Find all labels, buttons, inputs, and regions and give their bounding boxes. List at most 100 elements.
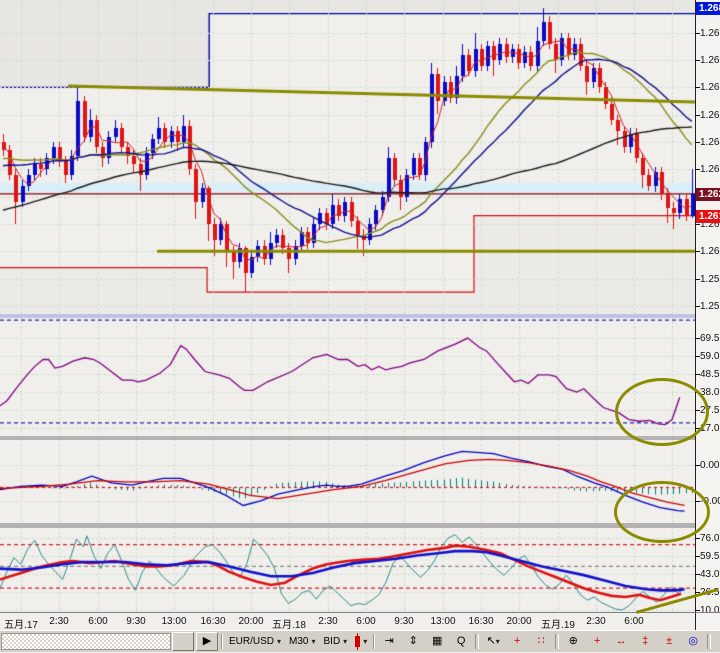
rsi-indicator-panel[interactable] bbox=[0, 318, 695, 436]
ask-price-badge: 1.2613 bbox=[696, 210, 720, 223]
timeframe-select[interactable]: M30 ▾ bbox=[285, 636, 319, 647]
axis-label: 76.0 bbox=[700, 533, 720, 544]
zoom-in-icon: ⊕ bbox=[568, 635, 578, 647]
axis-tick bbox=[695, 538, 700, 539]
vline-tool-icon: ↔ bbox=[615, 635, 627, 647]
axis-tick bbox=[695, 279, 700, 280]
axis-tick bbox=[695, 224, 700, 225]
play-button[interactable]: ▶ bbox=[196, 632, 218, 651]
axis-label: 1.2600 bbox=[700, 246, 720, 257]
axis-tick bbox=[695, 574, 700, 575]
axis-tick bbox=[695, 33, 700, 34]
scroll-page-button[interactable] bbox=[172, 632, 194, 651]
anchor-points-button[interactable]: ∷ bbox=[530, 632, 553, 651]
ellipse-annotation-rsi[interactable] bbox=[615, 378, 709, 446]
toolbar-separator bbox=[221, 634, 223, 649]
symbol-select[interactable]: EUR/USD ▾ bbox=[225, 636, 285, 647]
panel-separator[interactable] bbox=[0, 436, 720, 440]
axis-label: 48.5 bbox=[700, 369, 720, 380]
time-scale[interactable]: 五月.17 2:30 6:00 9:30 13:00 16:30 20:00 五月.18 2:3… bbox=[0, 612, 720, 631]
axis-label: 10.0 bbox=[700, 605, 720, 616]
axis-label: 1.2670 bbox=[700, 55, 720, 66]
grid-toggle-icon: ▦ bbox=[432, 635, 443, 647]
hline-tool-button[interactable]: + bbox=[586, 632, 609, 651]
axis-tick bbox=[695, 374, 700, 375]
chart-style-select[interactable]: ▾ bbox=[351, 633, 371, 650]
time-label: 6:00 bbox=[88, 616, 108, 627]
cursor-tool-button[interactable]: ↖ ▾ bbox=[482, 632, 505, 651]
axis-label: 59.5 bbox=[700, 551, 720, 562]
axis-tick bbox=[695, 60, 700, 61]
panel-separator[interactable] bbox=[0, 523, 720, 528]
stochastic-indicator-panel[interactable] bbox=[0, 528, 695, 612]
axis-tick bbox=[695, 169, 700, 170]
zoom-in-button[interactable]: ⊕ bbox=[562, 632, 585, 651]
cursor-tool-icon: ↖ bbox=[486, 635, 496, 647]
time-label: 2:30 bbox=[318, 616, 338, 627]
candlestick-icon bbox=[355, 633, 361, 650]
time-label: 6:00 bbox=[624, 616, 644, 627]
time-label: 13:00 bbox=[161, 616, 187, 627]
axis-tick bbox=[695, 556, 700, 557]
axis-label: 1.2650 bbox=[700, 110, 720, 121]
toolbar-separator bbox=[555, 634, 560, 649]
time-label: 20:00 bbox=[238, 616, 264, 627]
axis-label: 1.2640 bbox=[700, 137, 720, 148]
toolbar-separator bbox=[373, 634, 376, 649]
bottom-toolbar: ▶ EUR/USD ▾ M30 ▾ BID ▾ ▾ ⇥ ⇕ ▦ Q ↖ ▾ + ∷ ⊕ + ↔ ‡ ± ◎… bbox=[0, 630, 720, 652]
expand-vertical-button[interactable]: ↕ bbox=[714, 632, 720, 651]
axis-label: 27.5 bbox=[700, 405, 720, 416]
quote-icon: Q bbox=[456, 635, 466, 647]
time-label: 2:30 bbox=[49, 616, 69, 627]
macd-indicator-panel[interactable] bbox=[0, 440, 695, 523]
price-type-select[interactable]: BID ▾ bbox=[320, 636, 352, 647]
crosshair-tool-button[interactable]: + bbox=[506, 632, 529, 651]
axis-tick bbox=[695, 142, 700, 143]
time-label: 2:30 bbox=[586, 616, 606, 627]
bid-price-badge: 1.2621 bbox=[696, 188, 720, 201]
axis-label: -0.0006 bbox=[700, 496, 720, 507]
axis-label: 1.2610 bbox=[700, 219, 720, 230]
time-label: 五月.19 bbox=[541, 620, 575, 631]
time-label: 9:30 bbox=[394, 616, 414, 627]
vline-tool-button[interactable]: ↔ bbox=[610, 632, 633, 651]
panel-separator[interactable] bbox=[0, 314, 720, 318]
chevron-down-icon: ▾ bbox=[343, 637, 348, 646]
crosshair-tool-icon: + bbox=[513, 635, 521, 647]
axis-tick bbox=[695, 115, 700, 116]
axis-label: 1.2580 bbox=[700, 301, 720, 312]
scroll-to-end-icon: ⇥ bbox=[384, 635, 394, 647]
scroll-to-end-button[interactable]: ⇥ bbox=[378, 632, 401, 651]
axis-label: 17.0 bbox=[700, 423, 720, 434]
axis-label: 1.2630 bbox=[700, 164, 720, 175]
cycle-lines-button[interactable]: ◎ bbox=[682, 632, 705, 651]
channel-tool-button[interactable]: ± bbox=[658, 632, 681, 651]
quote-button[interactable]: Q bbox=[450, 632, 473, 651]
time-label: 16:30 bbox=[468, 616, 494, 627]
auto-scale-icon: ⇕ bbox=[408, 635, 418, 647]
time-label: 16:30 bbox=[200, 616, 226, 627]
axis-label: 38.0 bbox=[700, 387, 720, 398]
axis-tick bbox=[695, 87, 700, 88]
anchor-points-icon: ∷ bbox=[537, 635, 545, 647]
ellipse-annotation-macd[interactable] bbox=[614, 481, 710, 543]
cycle-lines-icon: ◎ bbox=[688, 635, 698, 647]
toolbar-separator bbox=[707, 634, 712, 649]
time-label: 9:30 bbox=[126, 616, 146, 627]
axis-label: 0.0010 bbox=[700, 460, 720, 471]
trendline-tool-button[interactable]: ‡ bbox=[634, 632, 657, 651]
axis-label: 1.2660 bbox=[700, 82, 720, 93]
auto-scale-button[interactable]: ⇕ bbox=[402, 632, 425, 651]
time-label: 6:00 bbox=[356, 616, 376, 627]
axis-label: 43.0 bbox=[700, 569, 720, 580]
main-price-chart[interactable] bbox=[0, 0, 695, 314]
channel-tool-icon: ± bbox=[666, 635, 673, 647]
chevron-down-icon: ▾ bbox=[495, 636, 500, 646]
hline-tool-icon: + bbox=[593, 635, 601, 647]
grid-toggle-button[interactable]: ▦ bbox=[426, 632, 449, 651]
chevron-down-icon: ▾ bbox=[363, 637, 368, 646]
time-label: 五月.18 bbox=[272, 620, 306, 631]
high-price-badge: 1.2689 bbox=[696, 2, 720, 15]
axis-tick bbox=[695, 356, 700, 357]
horizontal-scrollbar[interactable] bbox=[1, 633, 171, 650]
